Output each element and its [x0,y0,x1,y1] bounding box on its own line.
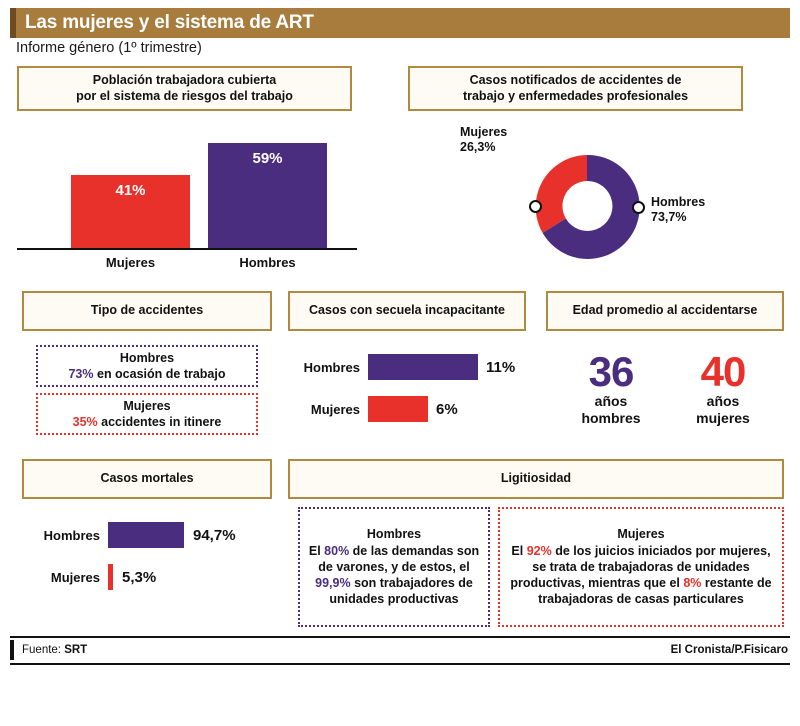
mortales-mujeres-bar [108,564,113,590]
litigiosidad-mujeres-text: El 92% de los juicios iniciados por muje… [508,543,774,608]
edad-hombres-number: 36 [588,348,635,395]
litigiosidad-mujeres-box: Mujeres El 92% de los juicios iniciados … [498,507,784,627]
tipo-accidentes-mujeres-box: Mujeres 35% accidentes in itinere [36,393,258,435]
panel-header-edad: Edad promedio al accidentarse [546,291,784,331]
bar-mujeres: 41% [71,175,190,248]
lit-m-pct1: 92% [526,543,552,558]
tipo-accidentes-hombres-text: 73% en ocasión de trabajo [68,366,225,382]
mortales-mujeres-label: Mujeres [50,569,100,585]
lit-h-pct2: 99,9% [315,576,351,591]
panel-header-mortales-text: Casos mortales [100,471,194,486]
callout-mujeres: Mujeres 26,3% [460,125,507,155]
callout-hombres-label: Hombres [651,195,706,209]
litigiosidad-hombres-label: Hombres [366,527,422,542]
panel-header-tipo-accidentes: Tipo de accidentes [22,291,272,331]
tipo-accidentes-mujeres-desc: accidentes in itinere [97,415,222,429]
tipo-accidentes-hombres-pct: 73% [68,367,94,381]
callout-marker-hombres [632,201,645,214]
panel-header-mortales: Casos mortales [22,459,272,499]
callout-marker-mujeres [529,200,542,213]
litigiosidad-mujeres-label: Mujeres [617,527,665,542]
secuela-row-hombres: Hombres 11% [288,354,515,380]
panel-header-edad-text: Edad promedio al accidentarse [572,303,758,318]
edad-mujeres-group: mujeres [696,410,750,427]
lit-m-s4: restante de trabajadoras de casas partic… [538,576,772,607]
page-subtitle: Informe género (1º trimestre) [16,40,202,56]
mortales-mujeres-value: 5,3% [122,568,157,586]
tipo-accidentes-hombres-box: Hombres 73% en ocasión de trabajo [36,345,258,387]
lit-m-s2: de los juicios iniciados por mujeres, se… [510,543,771,591]
tipo-accidentes-mujeres-text: 35% accidentes in itinere [73,414,222,430]
mortales-hombres-bar [108,522,184,548]
secuela-mujeres-label: Mujeres [310,401,360,417]
secuela-hombres-label: Hombres [303,359,360,375]
edad-hombres-unit: años [594,392,628,409]
lit-m-s0: El [511,543,527,558]
callout-mujeres-value: 26,3% [460,140,496,154]
mortales-hombres-label: Hombres [43,527,100,543]
chart-casos-notificados: Mujeres 26,3% Hombres 73,7% [405,120,795,275]
callout-hombres-value: 73,7% [651,210,687,224]
lit-m-pct2: 8% [683,576,702,591]
x-tick-hombres: Hombres [239,255,296,270]
tipo-accidentes-mujeres-label: Mujeres [123,398,171,413]
callout-mujeres-label: Mujeres [460,125,508,139]
donut-chart-svg [535,154,640,259]
mortales-row-mujeres: Mujeres 5,3% [22,564,156,590]
tipo-accidentes-hombres-label: Hombres [119,350,175,365]
edad-hombres: 36 años hombres [556,348,666,427]
chart-mortales: Hombres 94,7% Mujeres 5,3% [22,522,272,602]
callout-hombres: Hombres 73,7% [651,195,705,225]
bar-hombres-value: 59% [252,150,283,167]
panel-header-poblacion: Población trabajadora cubierta por el sis… [17,66,352,111]
bar-mujeres-value: 41% [115,182,146,199]
panel-header-secuela: Casos con secuela incapacitante [288,291,526,331]
lit-h-s4: son trabajadores de unidades productivas [329,576,473,607]
panel-header-tipo-accidentes-text: Tipo de accidentes [90,303,204,318]
mortales-row-hombres: Hombres 94,7% [22,522,236,548]
footer-source-value: SRT [64,644,88,656]
secuela-row-mujeres: Mujeres 6% [288,396,458,422]
secuela-mujeres-value: 6% [436,400,458,418]
chart-poblacion: 41% 59% Mujeres Hombres [17,120,357,270]
litigiosidad-hombres-box: Hombres El 80% de las demandas son de va… [298,507,490,627]
secuela-hombres-bar [368,354,478,380]
edad-hombres-group: hombres [581,410,641,427]
footer-source-label: Fuente: [22,644,65,656]
secuela-mujeres-bar [368,396,428,422]
lit-h-s0: El [308,543,325,558]
panel-header-casos-notificados-text: Casos notificados de accidentes de trabaj… [462,72,689,103]
panel-header-litigiosidad-text: Ligitiosidad [500,471,572,486]
footer-rule-top [10,636,790,638]
mortales-hombres-value: 94,7% [193,526,236,544]
edad-mujeres-number: 40 [700,348,747,395]
lit-h-s2: de las demandas son de varones, y de est… [318,543,480,574]
footer-rule-bottom [10,663,790,665]
title-bar: Las mujeres y el sistema de ART [10,8,790,38]
panel-header-poblacion-text: Población trabajadora cubierta por el sis… [76,72,293,103]
footer-credit: El Cronista/P.Fisicaro [670,644,788,656]
x-tick-mujeres: Mujeres [105,255,156,270]
tipo-accidentes-hombres-desc: en ocasión de trabajo [93,367,226,381]
edad-mujeres-unit: años [706,392,740,409]
bar-hombres: 59% [208,143,327,248]
litigiosidad-hombres-text: El 80% de las demandas son de varones, y… [306,543,482,608]
tipo-accidentes-mujeres-pct: 35% [72,415,98,429]
footer-accent-mark [10,640,14,660]
edad-mujeres: 40 años mujeres [668,348,778,427]
donut-slice-mujeres [535,155,587,233]
donut-slice-hombres [542,154,640,259]
page-title: Las mujeres y el sistema de ART [25,12,314,33]
footer-source: Fuente: SRT [22,644,87,656]
secuela-hombres-value: 11% [486,358,516,376]
chart-secuela: Hombres 11% Mujeres 6% [288,352,538,437]
lit-h-pct1: 80% [324,543,350,558]
x-axis-line [17,248,357,250]
panel-header-casos-notificados: Casos notificados de accidentes de trabaj… [408,66,743,111]
panel-header-litigiosidad: Ligitiosidad [288,459,784,499]
panel-header-secuela-text: Casos con secuela incapacitante [309,303,505,318]
